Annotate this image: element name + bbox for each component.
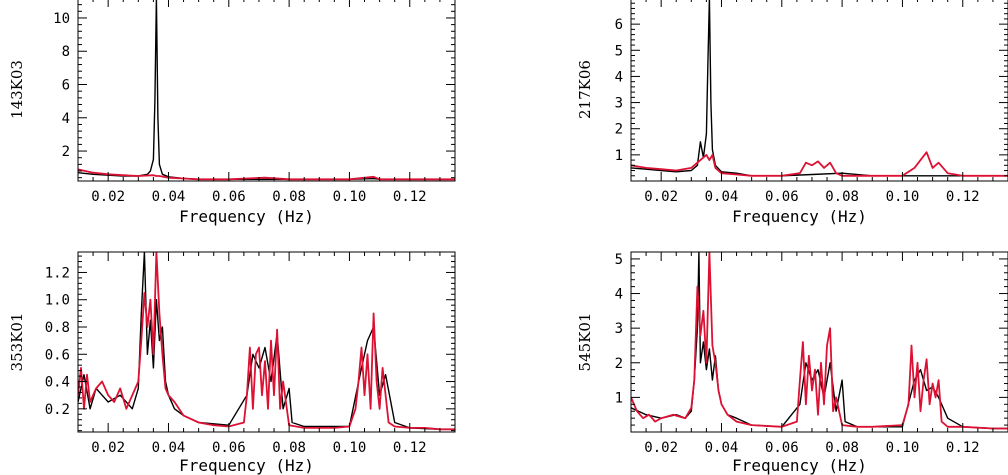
y-tick-label: 4 (615, 287, 623, 303)
x-tick-label: 0.02 (644, 189, 678, 205)
x-tick-label: 0.02 (91, 189, 125, 205)
series-line-red (631, 151, 1008, 177)
series-line-black (78, 0, 455, 181)
y-tick-label: 1.2 (45, 265, 70, 281)
y-axis-label: 143K03 (8, 60, 26, 119)
y-tick-label: 2 (615, 356, 623, 372)
y-tick-label: 6 (615, 17, 623, 33)
y-tick-label: 3 (615, 96, 623, 112)
y-tick-label: 5 (615, 43, 623, 59)
y-tick-label: 4 (615, 69, 623, 85)
x-tick-label: 0.06 (212, 440, 246, 456)
plot-frame (630, 251, 1008, 433)
x-axis-label: Frequency (Hz) (732, 207, 867, 226)
y-tick-label: 10 (53, 11, 70, 27)
y-tick-label: 0.6 (45, 347, 70, 363)
y-tick-label: 6 (62, 78, 70, 94)
panel-bottom-right: 0.02 0.04 0.06 0.08 0.10 0.12 1 2 3 4 5 Frequency (… (576, 251, 1008, 475)
x-tick-label: 0.10 (333, 189, 367, 205)
x-axis-label: Frequency (Hz) (179, 207, 314, 226)
x-tick-label: 0.08 (825, 189, 859, 205)
series-line-black (631, 252, 1008, 430)
y-tick-label: 1 (615, 148, 623, 164)
x-tick-label: 0.12 (393, 189, 427, 205)
x-tick-label: 0.04 (152, 440, 186, 456)
y-axis-label: 545K01 (576, 313, 594, 372)
x-tick-label: 0.04 (705, 189, 739, 205)
plot-frame (77, 251, 456, 433)
y-tick-label: 1 (615, 390, 623, 406)
y-tick-label: 4 (62, 111, 70, 127)
x-tick-label: 0.08 (825, 440, 859, 456)
y-tick-label: 5 (615, 252, 623, 268)
y-tick-label: 3 (615, 321, 623, 337)
series-line-black (78, 252, 455, 430)
x-tick-label: 0.12 (946, 440, 980, 456)
y-tick-label: 2 (62, 144, 70, 160)
series-line-red (631, 252, 1008, 430)
x-tick-label: 0.10 (886, 189, 920, 205)
panel-top-right: 0.02 0.04 0.06 0.08 0.10 0.12 1 2 3 4 5 6 Frequency … (576, 0, 1008, 226)
x-axis-label: Frequency (Hz) (732, 456, 867, 475)
series-line-black (631, 0, 1008, 177)
y-tick-label: 2 (615, 122, 623, 138)
x-tick-label: 0.12 (946, 189, 980, 205)
y-tick-label: 0.2 (45, 402, 70, 418)
x-tick-label: 0.06 (765, 440, 799, 456)
x-tick-label: 0.12 (393, 440, 427, 456)
x-tick-label: 0.10 (333, 440, 367, 456)
plot-frame (77, 0, 456, 182)
y-tick-label: 1.0 (45, 293, 70, 309)
y-tick-label: 0.4 (45, 375, 70, 391)
panel-top-left: 0.02 0.04 0.06 0.08 0.10 0.12 2 4 6 8 10 Frequency … (8, 0, 456, 226)
y-tick-label: 0.8 (45, 320, 70, 336)
x-tick-label: 0.02 (91, 440, 125, 456)
x-tick-label: 0.06 (765, 189, 799, 205)
x-tick-label: 0.04 (152, 189, 186, 205)
x-tick-label: 0.02 (644, 440, 678, 456)
x-axis-label: Frequency (Hz) (179, 456, 314, 475)
series-line-red (78, 252, 455, 431)
series-line-red (78, 168, 455, 181)
y-axis-label: 353K01 (8, 313, 26, 372)
x-tick-label: 0.10 (886, 440, 920, 456)
y-tick-label: 8 (62, 44, 70, 60)
x-tick-label: 0.08 (272, 189, 306, 205)
x-tick-label: 0.04 (705, 440, 739, 456)
panel-bottom-left: 0.02 0.04 0.06 0.08 0.10 0.12 0.2 0.4 0.6 0.8 1.0 1… (8, 251, 456, 475)
x-tick-label: 0.08 (272, 440, 306, 456)
x-tick-label: 0.06 (212, 189, 246, 205)
y-axis-label: 217K06 (576, 60, 594, 119)
plot-frame (630, 0, 1008, 182)
